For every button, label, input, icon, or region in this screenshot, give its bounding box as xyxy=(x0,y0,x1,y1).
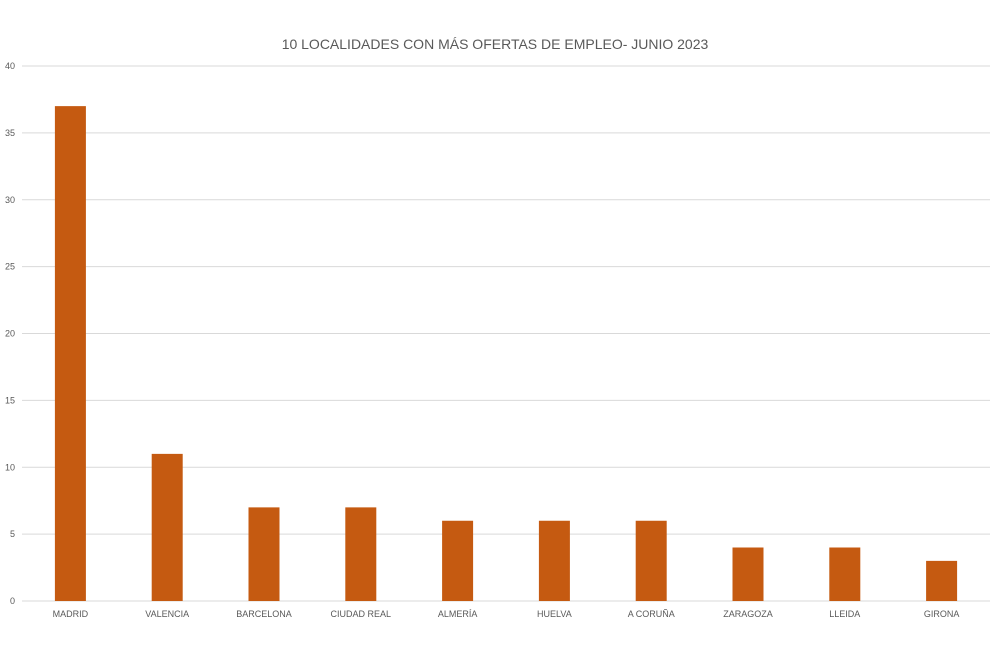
bar-almería xyxy=(442,520,474,601)
x-category-label: ZARAGOZA xyxy=(723,609,773,619)
y-tick-label: 30 xyxy=(5,195,15,205)
bar-zaragoza xyxy=(732,547,764,601)
y-tick-label: 25 xyxy=(5,262,15,272)
y-tick-label: 0 xyxy=(10,596,15,606)
x-axis-labels: MADRID VALENCIA BARCELONA CIUDAD REAL ALMERÍ… xyxy=(53,609,960,619)
bar-lleida xyxy=(829,547,861,601)
y-axis-ticks: 0 5 10 15 20 25 30 35 40 xyxy=(5,61,15,606)
x-category-label: GIRONA xyxy=(924,609,960,619)
y-tick-label: 10 xyxy=(5,462,15,472)
bar-madrid xyxy=(54,106,86,601)
chart-title: 10 LOCALIDADES CON MÁS OFERTAS DE EMPLEO… xyxy=(282,36,709,52)
y-tick-label: 15 xyxy=(5,395,15,405)
x-category-label: A CORUÑA xyxy=(628,609,675,619)
y-tick-label: 5 xyxy=(10,529,15,539)
x-category-label: MADRID xyxy=(53,609,89,619)
x-category-label: CIUDAD REAL xyxy=(331,609,392,619)
x-category-label: VALENCIA xyxy=(145,609,189,619)
y-tick-label: 20 xyxy=(5,329,15,339)
bar-huelva xyxy=(538,520,570,601)
x-category-label: ALMERÍA xyxy=(438,609,478,619)
gridlines xyxy=(22,65,990,602)
x-category-label: BARCELONA xyxy=(236,609,292,619)
bar-barcelona xyxy=(248,507,280,601)
x-category-label: HUELVA xyxy=(537,609,572,619)
y-tick-label: 35 xyxy=(5,128,15,138)
bars xyxy=(54,106,958,601)
bar-a-coruña xyxy=(635,520,667,601)
bar-ciudad-real xyxy=(345,507,377,601)
y-tick-label: 40 xyxy=(5,61,15,71)
bar-girona xyxy=(926,560,958,601)
x-category-label: LLEIDA xyxy=(829,609,860,619)
bar-valencia xyxy=(151,453,183,601)
